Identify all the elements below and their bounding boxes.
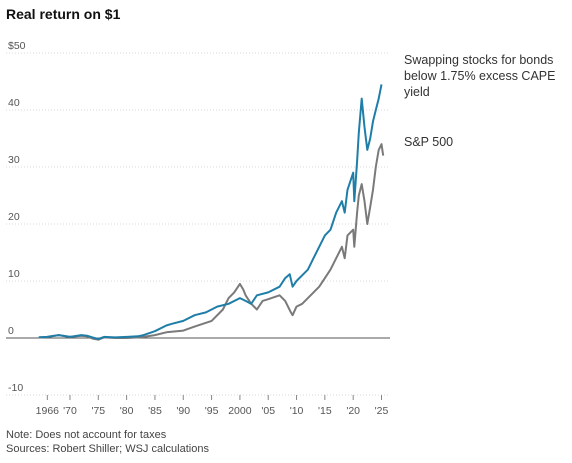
x-tick-label: '15	[318, 405, 332, 417]
sources-text: Sources: Robert Shiller; WSJ calculation…	[6, 443, 209, 455]
x-tick-label: '85	[148, 405, 162, 417]
chart-title: Real return on $1	[6, 6, 121, 22]
x-tick-label: '80	[120, 405, 134, 417]
x-tick-label: '75	[91, 405, 105, 417]
footnote: Note: Does not account for taxes Sources…	[6, 428, 209, 456]
note-text: Note: Does not account for taxes	[6, 429, 167, 441]
y-tick-label: 30	[8, 154, 20, 166]
x-tick-label: '90	[176, 405, 190, 417]
strategy-label-line: yield	[404, 85, 430, 99]
y-tick-label: $50	[8, 40, 26, 52]
strategy-label-line: below 1.75% excess CAPE	[404, 69, 556, 83]
y-tick-label: 40	[8, 97, 20, 109]
sp500-series-label: S&P 500	[404, 135, 454, 149]
x-tick-label: 2000	[228, 405, 252, 417]
x-tick-label: '25	[375, 405, 389, 417]
y-tick-label: 20	[8, 211, 20, 223]
x-tick-label: '95	[205, 405, 219, 417]
x-axis: 1966'70 '75 '80 '85 '90 '95 2000 '05 '10 '15 '20 '2…	[36, 395, 389, 417]
strategy-label-line: Swapping stocks for bonds	[404, 53, 554, 67]
y-tick-label: 0	[8, 325, 14, 337]
y-tick-label: 10	[8, 268, 20, 280]
x-tick-label: '20	[346, 405, 360, 417]
x-tick-label: '05	[261, 405, 275, 417]
y-axis-labels: $50 40 30 20 10 0 -10	[8, 40, 26, 394]
x-tick-label: 1966	[36, 405, 60, 417]
strategy-series-line	[38, 84, 383, 341]
x-tick-label: '10	[290, 405, 304, 417]
series-lines	[38, 84, 385, 341]
y-tick-label: -10	[8, 382, 23, 394]
x-tick-label: '70	[63, 405, 77, 417]
strategy-series-label: Swapping stocks for bonds below 1.75% ex…	[404, 52, 564, 100]
